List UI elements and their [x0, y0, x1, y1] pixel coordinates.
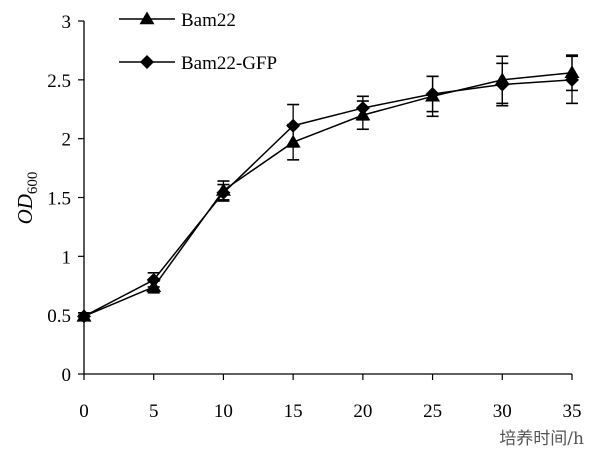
series-line	[83, 79, 573, 318]
diamond-marker	[495, 77, 510, 92]
x-tick-label: 35	[563, 401, 582, 422]
y-tick-label: 3	[62, 12, 72, 33]
x-axis	[83, 373, 573, 380]
x-tick-label: 10	[214, 401, 233, 422]
x-axis-label: 培养时间/h	[499, 429, 584, 449]
x-tick-label: 20	[353, 401, 372, 422]
x-tick-label: 15	[284, 401, 303, 422]
y-tick-label: 2	[62, 130, 72, 151]
diamond-marker	[425, 86, 440, 101]
y-tick-label: 1.5	[47, 189, 71, 210]
x-tick-label: 25	[423, 401, 442, 422]
y-tick-label: 0	[62, 365, 72, 386]
y-axis-label: OD600	[13, 172, 41, 225]
x-tick-label: 0	[79, 401, 89, 422]
diamond-marker	[565, 72, 579, 87]
y-tick-label: 1	[62, 247, 72, 268]
diamond-marker	[355, 101, 370, 116]
x-tick-labels: 0 5 10 15 20 25 30 35	[79, 401, 581, 422]
y-tick-label: 2.5	[47, 71, 71, 92]
series-line	[83, 72, 573, 318]
triangle-marker	[139, 11, 155, 25]
legend-label: Bam22	[181, 10, 236, 31]
series-layer	[76, 54, 580, 324]
diamond-marker	[146, 272, 161, 287]
diamond-marker	[140, 55, 154, 69]
x-tick-label: 5	[149, 401, 159, 422]
legend: Bam22 Bam22-GFP	[119, 10, 277, 74]
legend-item: Bam22	[119, 10, 236, 31]
series-bam22-gfp	[77, 55, 579, 324]
y-tick-labels: 0 0.5 1 1.5 2 2.5 3	[47, 12, 71, 386]
diamond-marker	[216, 185, 231, 200]
legend-item: Bam22-GFP	[119, 53, 277, 74]
legend-label: Bam22-GFP	[181, 53, 277, 74]
diamond-marker	[77, 309, 91, 324]
diamond-marker	[286, 118, 301, 133]
x-tick-label: 30	[493, 401, 512, 422]
y-tick-label: 0.5	[47, 306, 71, 327]
